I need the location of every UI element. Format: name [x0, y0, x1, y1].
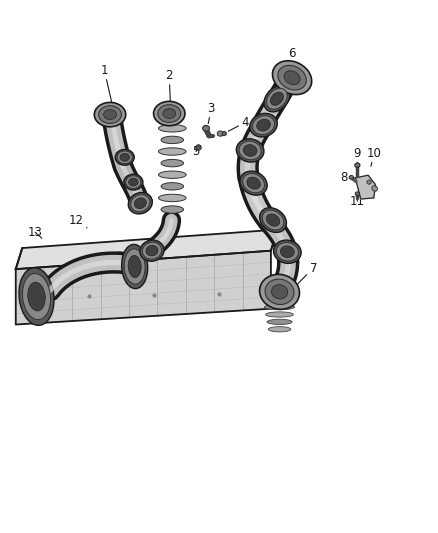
Ellipse shape: [159, 148, 186, 155]
Ellipse shape: [140, 240, 164, 261]
Polygon shape: [16, 251, 271, 325]
Ellipse shape: [276, 243, 298, 261]
Ellipse shape: [124, 249, 145, 284]
Ellipse shape: [120, 154, 130, 161]
Ellipse shape: [257, 119, 270, 131]
Ellipse shape: [159, 125, 186, 132]
Text: 8: 8: [340, 172, 352, 184]
Text: 9: 9: [353, 147, 361, 165]
Ellipse shape: [240, 171, 267, 195]
Ellipse shape: [158, 104, 181, 123]
Ellipse shape: [355, 192, 360, 196]
Text: 4: 4: [228, 116, 249, 131]
Ellipse shape: [128, 192, 152, 214]
Ellipse shape: [159, 194, 186, 201]
Ellipse shape: [126, 176, 141, 189]
Ellipse shape: [128, 255, 141, 278]
Ellipse shape: [19, 268, 54, 325]
Text: 1: 1: [101, 64, 113, 106]
Ellipse shape: [94, 102, 126, 127]
Ellipse shape: [278, 66, 306, 90]
Ellipse shape: [260, 274, 300, 309]
Ellipse shape: [115, 149, 134, 165]
Ellipse shape: [202, 125, 209, 131]
Text: 10: 10: [366, 147, 381, 166]
Ellipse shape: [349, 175, 353, 179]
Ellipse shape: [22, 273, 50, 320]
Ellipse shape: [217, 131, 223, 136]
Ellipse shape: [263, 297, 296, 302]
Text: 12: 12: [69, 214, 87, 228]
Ellipse shape: [142, 242, 162, 259]
Ellipse shape: [266, 214, 280, 226]
Ellipse shape: [267, 319, 292, 325]
Ellipse shape: [122, 245, 148, 288]
Ellipse shape: [272, 285, 288, 299]
Ellipse shape: [28, 282, 45, 311]
Ellipse shape: [372, 185, 378, 191]
Ellipse shape: [264, 86, 290, 112]
Ellipse shape: [154, 101, 185, 126]
Ellipse shape: [284, 71, 300, 85]
Ellipse shape: [161, 159, 184, 167]
Ellipse shape: [260, 208, 286, 232]
Ellipse shape: [243, 144, 257, 156]
Ellipse shape: [265, 279, 294, 304]
Ellipse shape: [99, 106, 121, 124]
Ellipse shape: [253, 116, 275, 135]
Ellipse shape: [367, 180, 371, 184]
Ellipse shape: [268, 327, 291, 332]
Ellipse shape: [161, 183, 184, 190]
Text: 7: 7: [295, 262, 317, 287]
Ellipse shape: [117, 151, 132, 164]
Polygon shape: [355, 175, 375, 199]
Text: 14: 14: [118, 248, 152, 261]
Ellipse shape: [247, 177, 261, 189]
Ellipse shape: [161, 136, 184, 143]
Ellipse shape: [273, 240, 301, 263]
Ellipse shape: [266, 312, 293, 317]
Ellipse shape: [159, 171, 186, 179]
Ellipse shape: [243, 174, 265, 193]
Ellipse shape: [271, 92, 283, 106]
Ellipse shape: [237, 139, 264, 162]
Ellipse shape: [104, 110, 117, 119]
Ellipse shape: [355, 163, 360, 167]
Ellipse shape: [134, 198, 146, 208]
Ellipse shape: [131, 195, 150, 212]
Ellipse shape: [129, 178, 138, 186]
Text: 3: 3: [208, 102, 215, 124]
Ellipse shape: [161, 206, 184, 213]
Text: 11: 11: [350, 195, 365, 207]
Ellipse shape: [280, 246, 294, 257]
Text: 6: 6: [288, 47, 295, 70]
Text: 2: 2: [166, 69, 173, 106]
Ellipse shape: [124, 174, 143, 190]
Ellipse shape: [222, 132, 226, 136]
Ellipse shape: [163, 109, 176, 118]
Ellipse shape: [239, 141, 261, 160]
Ellipse shape: [265, 304, 295, 310]
Polygon shape: [16, 230, 277, 269]
Ellipse shape: [272, 61, 312, 94]
Text: 5: 5: [192, 145, 200, 158]
Ellipse shape: [250, 114, 277, 137]
Ellipse shape: [262, 210, 284, 230]
Ellipse shape: [146, 245, 158, 256]
Ellipse shape: [267, 88, 287, 109]
Text: 13: 13: [28, 225, 42, 239]
